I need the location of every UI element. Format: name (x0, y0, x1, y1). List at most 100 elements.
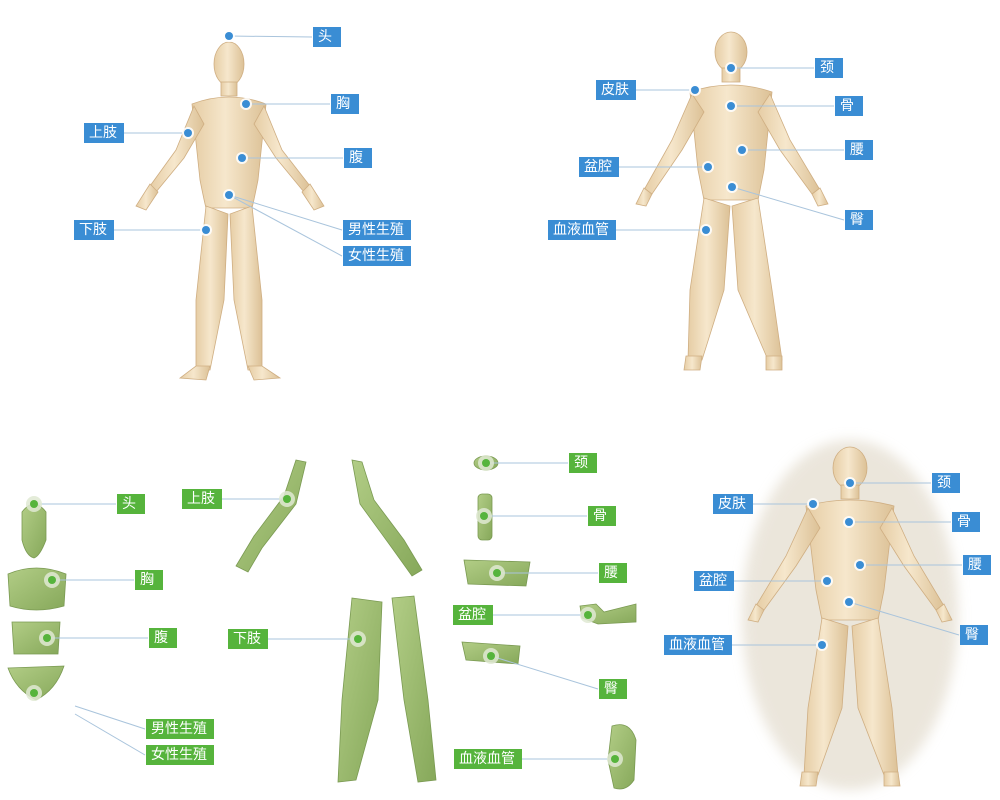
parts-view-marker-dot-2[interactable] (43, 634, 51, 642)
back-view-bottom-leader-5-0 (848, 601, 960, 636)
front-view-marker-dot-5[interactable] (225, 191, 233, 199)
back-view-top-label-6[interactable]: 血液血管 (548, 220, 616, 240)
parts-view-marker-dot-10[interactable] (584, 611, 592, 619)
front-view-label-5[interactable]: 男性生殖 (343, 220, 411, 240)
back-top-left-hand (635, 187, 653, 207)
back-top-left-leg (687, 197, 731, 361)
parts-view-label-2[interactable]: 腹 (149, 628, 177, 648)
parts-view-marker-dot-12[interactable] (611, 755, 619, 763)
front-view-leader-0-0 (228, 35, 313, 38)
back-view-bottom-marker-dot-3[interactable] (856, 561, 864, 569)
back-view-bottom-marker-dot-1[interactable] (809, 500, 817, 508)
parts-figure (7, 455, 637, 790)
back-view-top-marker-dot-4[interactable] (704, 163, 712, 171)
front-view-marker-dot-1[interactable] (184, 129, 192, 137)
parts-view-marker-dot-11[interactable] (487, 652, 495, 660)
part-right-arm (351, 459, 423, 577)
front-body-figure (135, 41, 325, 381)
back-view-bottom-label-2[interactable]: 骨 (952, 512, 980, 532)
front-view-label-6[interactable]: 女性生殖 (343, 246, 411, 266)
back-bottom-left-leg (803, 617, 849, 776)
front-torso (191, 96, 267, 209)
parts-view-marker-dot-5[interactable] (283, 495, 291, 503)
back-view-bottom-label-1[interactable]: 皮肤 (713, 494, 753, 514)
parts-view-marker-dot-8[interactable] (480, 512, 488, 520)
leader-lines-layer (34, 35, 962, 760)
back-view-top-marker-dot-6[interactable] (702, 226, 710, 234)
back-view-bottom-marker-dot-0[interactable] (846, 479, 854, 487)
back-view-bottom-marker-dot-4[interactable] (823, 577, 831, 585)
back-view-top-label-3[interactable]: 腰 (845, 140, 873, 160)
part-abdomen (11, 621, 61, 655)
front-left-foot (178, 365, 211, 381)
parts-view-label-8[interactable]: 骨 (588, 506, 616, 526)
back-top-right-hand (811, 187, 829, 207)
front-view-label-3[interactable]: 腹 (344, 148, 372, 168)
front-view-label-0[interactable]: 头 (313, 27, 341, 47)
front-view-label-1[interactable]: 上肢 (84, 123, 124, 143)
parts-view-label-3[interactable]: 男性生殖 (146, 719, 214, 739)
markers-layer (26, 30, 866, 767)
parts-view-label-12[interactable]: 血液血管 (454, 749, 522, 769)
front-view-marker-dot-4[interactable] (202, 226, 210, 234)
front-view-marker-dot-3[interactable] (238, 154, 246, 162)
front-view-marker-dot-2[interactable] (242, 100, 250, 108)
parts-view-label-5[interactable]: 上肢 (182, 489, 222, 509)
back-bottom-torso (805, 499, 895, 621)
back-body-figure-top (635, 31, 829, 371)
part-left-leg (337, 597, 383, 783)
parts-view-marker-dot-3[interactable] (30, 689, 38, 697)
back-view-bottom-label-5[interactable]: 臀 (960, 625, 988, 645)
back-view-top-marker-dot-1[interactable] (691, 86, 699, 94)
parts-view-label-0[interactable]: 头 (117, 494, 145, 514)
back-view-top-label-1[interactable]: 皮肤 (596, 80, 636, 100)
back-view-top-label-5[interactable]: 臀 (845, 210, 873, 230)
back-view-bottom-label-4[interactable]: 盆腔 (694, 571, 734, 591)
front-view-marker-dot-0[interactable] (225, 32, 233, 40)
back-view-bottom-label-6[interactable]: 血液血管 (664, 635, 732, 655)
back-view-top-label-0[interactable]: 颈 (815, 58, 843, 78)
parts-view-marker-dot-7[interactable] (482, 459, 490, 467)
front-right-foot (247, 365, 282, 381)
front-view-leader-5-0 (228, 194, 343, 231)
parts-view-marker-dot-6[interactable] (354, 635, 362, 643)
back-bottom-left-foot (799, 771, 819, 787)
front-view-label-4[interactable]: 下肢 (74, 220, 114, 240)
front-left-leg (195, 205, 229, 371)
front-left-arm (149, 105, 205, 193)
parts-view-label-7[interactable]: 颈 (569, 453, 597, 473)
parts-view-label-10[interactable]: 盆腔 (453, 605, 493, 625)
front-view-label-2[interactable]: 胸 (331, 94, 359, 114)
back-view-top-marker-dot-2[interactable] (727, 102, 735, 110)
back-view-top-label-2[interactable]: 骨 (835, 96, 863, 116)
back-view-top-label-4[interactable]: 盆腔 (579, 157, 619, 177)
front-right-arm (253, 105, 311, 193)
back-view-bottom-marker-dot-6[interactable] (818, 641, 826, 649)
part-right-leg (391, 595, 437, 783)
front-right-leg (229, 205, 263, 371)
back-bottom-right-hand (935, 603, 953, 623)
back-view-bottom-marker-dot-5[interactable] (845, 598, 853, 606)
back-view-bottom-label-0[interactable]: 颈 (932, 473, 960, 493)
back-view-top-marker-dot-3[interactable] (738, 146, 746, 154)
back-view-bottom-marker-dot-2[interactable] (845, 518, 853, 526)
part-left-arm (235, 459, 307, 573)
parts-view-marker-dot-0[interactable] (30, 500, 38, 508)
back-body-figure-bottom (747, 446, 953, 787)
front-left-hand (135, 183, 159, 211)
parts-view-label-11[interactable]: 臀 (599, 679, 627, 699)
back-view-top-marker-dot-0[interactable] (727, 64, 735, 72)
parts-view-label-1[interactable]: 胸 (135, 570, 163, 590)
parts-view-marker-dot-9[interactable] (493, 569, 501, 577)
front-view-leader-6-0 (228, 194, 343, 257)
parts-view-label-9[interactable]: 腰 (599, 563, 627, 583)
parts-view-label-4[interactable]: 女性生殖 (146, 745, 214, 765)
parts-view-marker-dot-1[interactable] (48, 576, 56, 584)
parts-view-leader-11-0 (490, 655, 599, 690)
back-view-top-marker-dot-5[interactable] (728, 183, 736, 191)
back-bottom-right-foot (883, 771, 901, 787)
back-view-bottom-label-3[interactable]: 腰 (963, 555, 991, 575)
front-neck (220, 81, 238, 97)
parts-view-label-6[interactable]: 下肢 (228, 629, 268, 649)
